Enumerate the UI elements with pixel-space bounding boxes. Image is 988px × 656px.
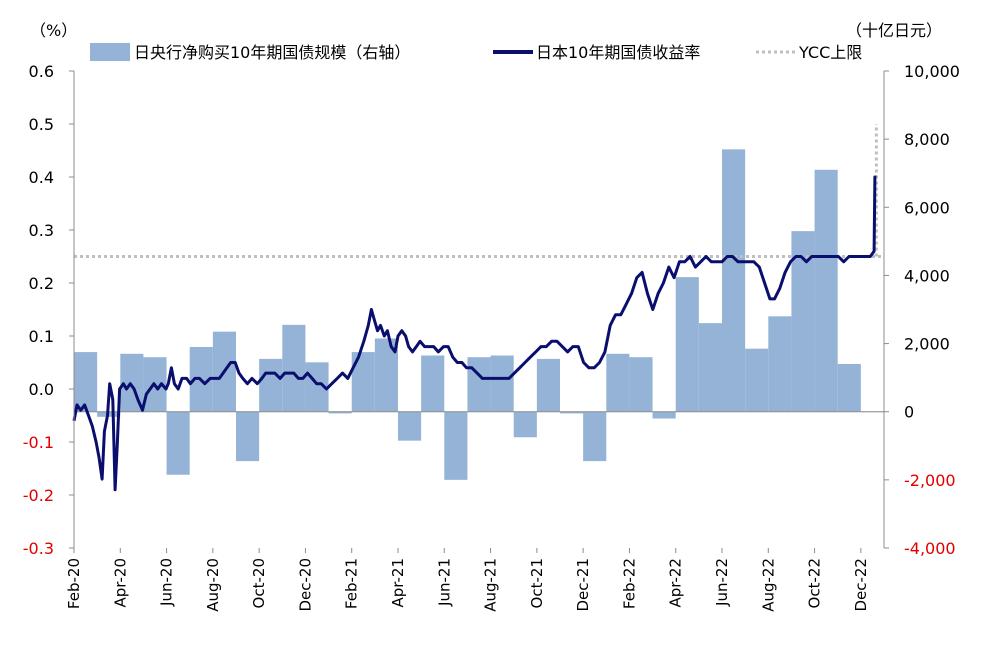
legend: 日央行净购买10年期国债规模（右轴） 日本10年期国债收益率 YCC上限 xyxy=(90,43,862,62)
bar-Dec-21 xyxy=(583,411,607,462)
left-tick-label: 0.4 xyxy=(29,168,54,187)
bar-May-21 xyxy=(421,355,445,412)
right-axis-unit: （十亿日元） xyxy=(846,21,942,40)
legend-label-line: 日本10年期国债收益率 xyxy=(536,43,700,62)
bar-Feb-20 xyxy=(74,352,98,412)
x-tick-label: Aug-20 xyxy=(204,558,222,612)
x-tick-label: Dec-20 xyxy=(296,558,314,612)
bar-Aug-22 xyxy=(768,316,792,412)
bar-Apr-21 xyxy=(398,411,422,441)
bar-Nov-21 xyxy=(560,411,584,414)
right-tick-label: 4,000 xyxy=(904,266,950,285)
left-tick-label: 0.1 xyxy=(29,327,54,346)
line-layer xyxy=(72,124,884,492)
x-tick-label: Apr-21 xyxy=(389,558,407,608)
x-tick-label: Jun-22 xyxy=(713,558,731,607)
x-tick-label: Feb-20 xyxy=(65,558,83,609)
bar-Jun-21 xyxy=(444,411,468,480)
right-tick-label: 2,000 xyxy=(904,335,950,354)
x-tick-label: Apr-20 xyxy=(111,558,129,608)
legend-swatch-bars xyxy=(90,43,130,61)
legend-label-bars: 日央行净购买10年期国债规模（右轴） xyxy=(134,43,410,62)
bar-Apr-22 xyxy=(675,277,699,412)
bar-Nov-20 xyxy=(282,324,306,412)
bar-Jul-22 xyxy=(745,348,769,412)
left-axis-unit: （%） xyxy=(30,21,77,40)
left-tick-label: -0.2 xyxy=(23,486,54,505)
left-tick-label: 0.5 xyxy=(29,115,54,134)
axes-layer: 0.6 0.5 0.4 0.3 0.2 0.1 0.0 -0.1 -0.2 -0.3 10,000 8… xyxy=(23,62,960,612)
right-tick-label: 0 xyxy=(904,403,914,422)
left-tick-label: -0.1 xyxy=(23,433,54,452)
x-tick-label: Oct-20 xyxy=(250,558,268,608)
bar-Dec-20 xyxy=(305,362,329,412)
left-tick-label: 0.2 xyxy=(29,274,54,293)
bar-Oct-21 xyxy=(536,358,560,412)
bar-Mar-22 xyxy=(652,411,676,419)
x-tick-label: Feb-21 xyxy=(343,558,361,609)
right-tick-label: -2,000 xyxy=(904,471,956,490)
bar-Jun-20 xyxy=(166,411,190,475)
x-tick-label: Feb-22 xyxy=(620,558,638,609)
x-tick-label: Dec-22 xyxy=(852,558,870,612)
bar-Oct-20 xyxy=(259,358,283,412)
x-tick-label: Oct-21 xyxy=(528,558,546,608)
bar-May-22 xyxy=(698,323,722,412)
right-tick-label: 8,000 xyxy=(904,130,950,149)
legend-label-ycc: YCC上限 xyxy=(798,43,862,62)
bar-Jan-21 xyxy=(328,411,352,414)
x-tick-label: Apr-22 xyxy=(667,558,685,608)
bar-Sep-20 xyxy=(236,411,260,462)
yield-line xyxy=(72,175,877,492)
x-tick-label: Dec-21 xyxy=(574,558,592,612)
right-tick-label: -4,000 xyxy=(904,539,956,558)
bars-layer xyxy=(74,149,884,480)
right-tick-label: 6,000 xyxy=(904,198,950,217)
left-tick-label: -0.3 xyxy=(23,539,54,558)
bar-Feb-22 xyxy=(629,357,653,412)
bar-Jun-22 xyxy=(722,149,746,412)
bar-Sep-21 xyxy=(513,411,537,438)
right-tick-label: 10,000 xyxy=(904,62,960,81)
bar-Jul-21 xyxy=(467,357,491,412)
x-tick-label: Aug-21 xyxy=(482,558,500,612)
bar-Mar-21 xyxy=(374,338,398,412)
bar-Jan-22 xyxy=(606,353,630,412)
bar-Feb-21 xyxy=(351,352,375,412)
bar-Nov-22 xyxy=(837,364,861,412)
bar-Oct-22 xyxy=(814,169,838,412)
x-tick-label: Oct-22 xyxy=(806,558,824,608)
x-tick-label: Jun-21 xyxy=(435,558,453,607)
bar-Aug-21 xyxy=(490,355,514,412)
bar-Sep-22 xyxy=(791,231,815,412)
left-tick-label: 0.0 xyxy=(29,380,54,399)
left-tick-label: 0.3 xyxy=(29,221,54,240)
x-tick-label: Aug-22 xyxy=(759,558,777,612)
left-tick-label: 0.6 xyxy=(29,62,54,81)
x-tick-label: Jun-20 xyxy=(158,558,176,607)
